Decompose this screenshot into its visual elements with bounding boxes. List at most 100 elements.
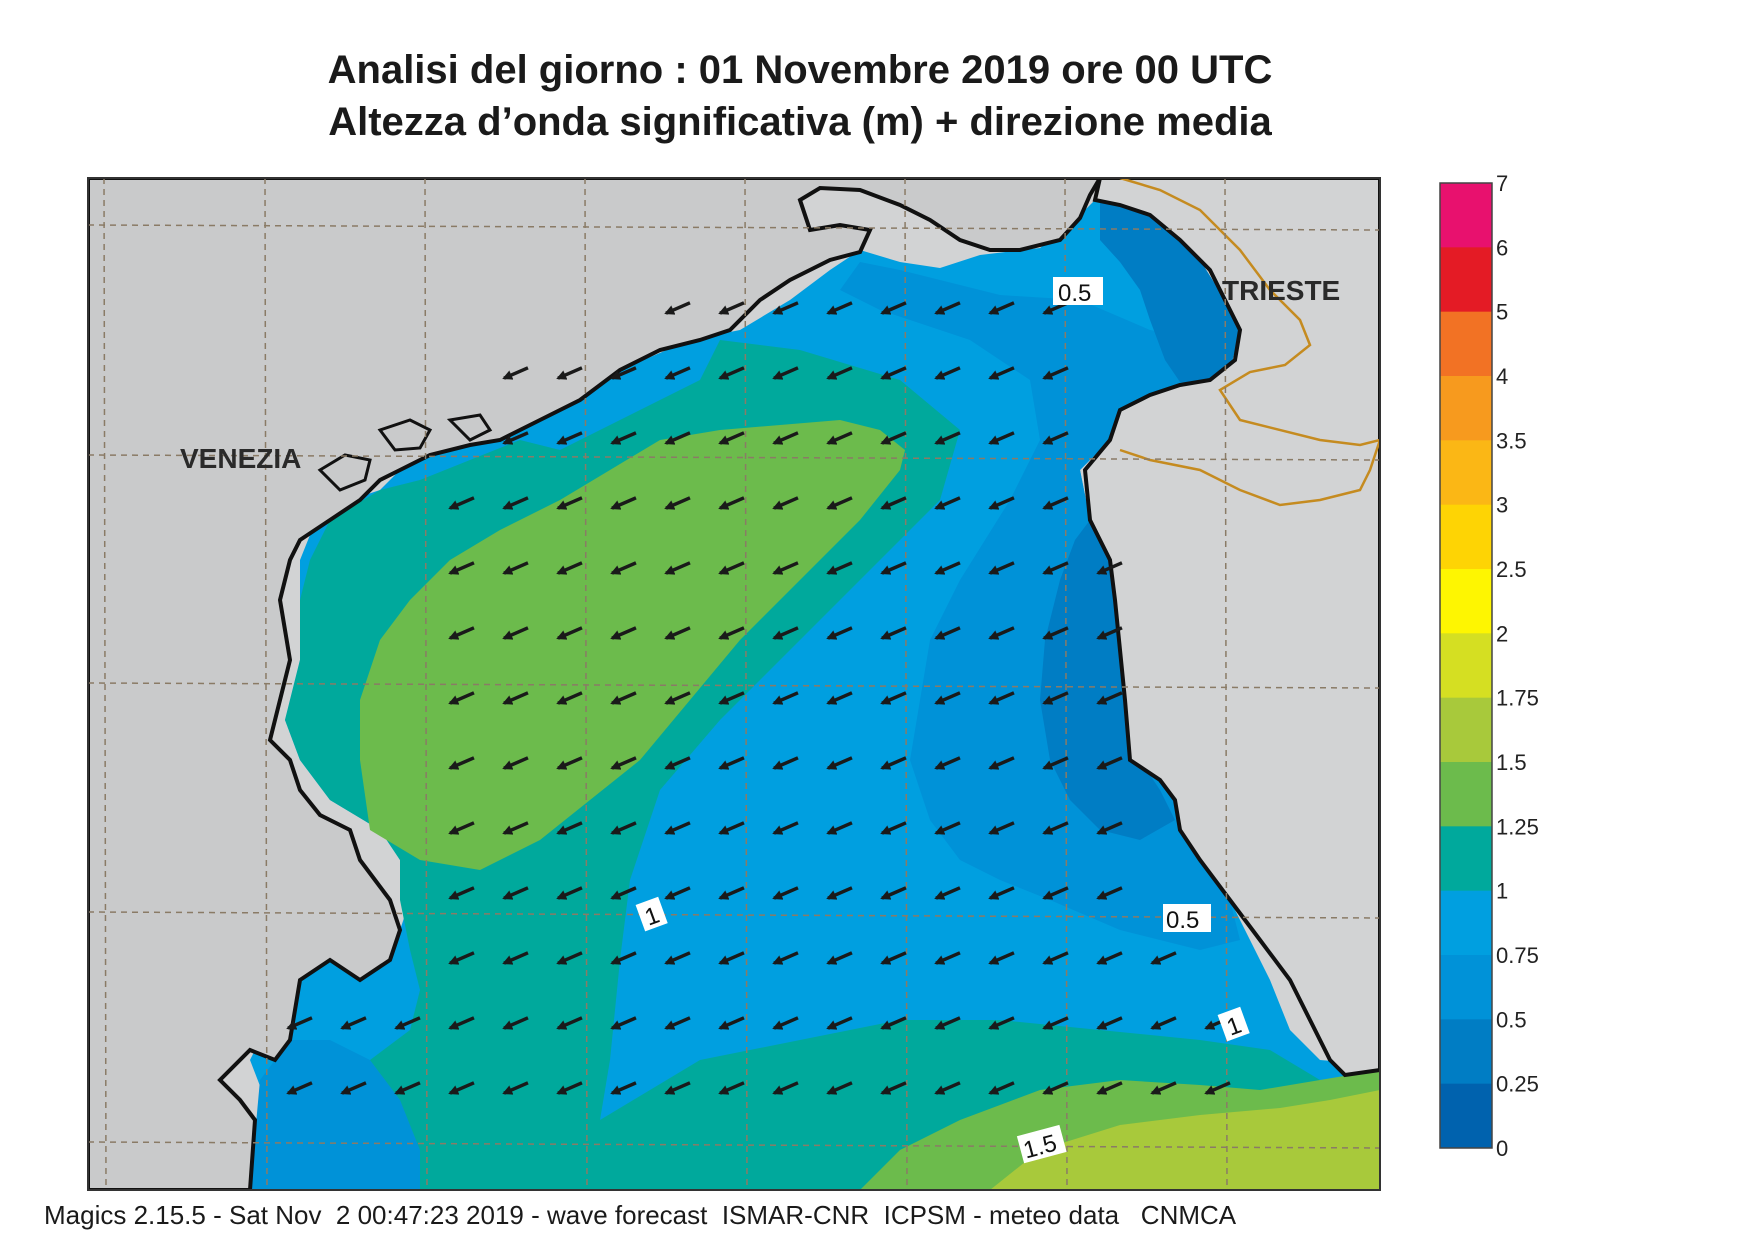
wave-arrow (340, 1016, 367, 1030)
wave-arrow (610, 366, 637, 380)
wave-arrow (772, 886, 799, 900)
wave-arrow (664, 366, 691, 380)
wave-arrow (988, 886, 1015, 900)
colorbar-tick-label: 2 (1496, 621, 1508, 646)
wave-arrow (448, 821, 475, 835)
wave-arrow (448, 756, 475, 770)
wave-arrow (934, 951, 961, 965)
contour-label-top: 0.5 (1053, 277, 1103, 307)
wave-arrow (718, 691, 745, 705)
wave-arrow (718, 301, 745, 315)
wave-arrow (826, 1081, 853, 1095)
wave-direction-arrows (286, 301, 1231, 1095)
wave-arrow (1096, 561, 1123, 575)
wave-arrow (988, 756, 1015, 770)
wave-arrow (988, 561, 1015, 575)
colorbar-border (1439, 182, 1493, 1149)
wave-arrow (664, 756, 691, 770)
wave-arrow (988, 496, 1015, 510)
wave-arrow (718, 1081, 745, 1095)
wave-arrow (394, 1081, 421, 1095)
wave-arrow (772, 496, 799, 510)
wave-arrow (1096, 1081, 1123, 1095)
wave-arrow (1042, 561, 1069, 575)
wave-arrow (556, 1016, 583, 1030)
wave-arrow (556, 756, 583, 770)
wave-arrow (826, 626, 853, 640)
contour-label-right-1: 1 (1217, 1006, 1250, 1041)
wave-arrow (502, 626, 529, 640)
wave-arrow (1042, 756, 1069, 770)
wave-arrow (448, 951, 475, 965)
wave-arrow (718, 756, 745, 770)
colorbar-swatch (1440, 1083, 1492, 1149)
wave-arrow (718, 431, 745, 445)
wave-arrow (988, 1081, 1015, 1095)
wave-arrow (556, 366, 583, 380)
wave-arrow (502, 886, 529, 900)
wave-arrow (394, 1016, 421, 1030)
wave-arrow (664, 821, 691, 835)
wave-arrow (1150, 1016, 1177, 1030)
wave-arrow (880, 496, 907, 510)
wave-arrow (1096, 756, 1123, 770)
map-frame (87, 177, 1381, 1191)
colorbar-tick-label: 0.75 (1496, 943, 1539, 968)
wave-arrow (880, 626, 907, 640)
wave-arrow (1042, 951, 1069, 965)
wave-arrow (826, 1016, 853, 1030)
wave-arrow (664, 431, 691, 445)
wave-arrow (826, 821, 853, 835)
wave-arrow (1096, 1016, 1123, 1030)
colorbar-tick-label: 7 (1496, 171, 1508, 196)
wave-arrow (988, 626, 1015, 640)
wave-arrow (448, 691, 475, 705)
wave-arrow (1042, 1081, 1069, 1095)
wave-arrow (772, 1016, 799, 1030)
wave-arrow (556, 951, 583, 965)
wave-arrow (502, 431, 529, 445)
wave-arrow (610, 561, 637, 575)
wave-arrow (610, 756, 637, 770)
wave-arrow (664, 886, 691, 900)
wave-arrow (880, 431, 907, 445)
colorbar-swatch (1440, 890, 1492, 956)
wave-arrow (772, 561, 799, 575)
wave-arrow (718, 561, 745, 575)
colorbar-tick-label: 3.5 (1496, 428, 1527, 453)
wave-arrow (556, 626, 583, 640)
wave-arrow (826, 431, 853, 445)
wave-arrow (664, 1081, 691, 1095)
colorbar-tick-label: 6 (1496, 235, 1508, 260)
wave-arrow (934, 821, 961, 835)
wave-arrow (556, 431, 583, 445)
wave-arrow (502, 951, 529, 965)
wave-arrow (772, 691, 799, 705)
wave-arrow (448, 886, 475, 900)
colorbar-swatch (1440, 697, 1492, 763)
wave-arrow (556, 561, 583, 575)
colorbar-swatch (1440, 826, 1492, 892)
wave-arrow (556, 691, 583, 705)
footer-credits: Magics 2.15.5 - Sat Nov 2 00:47:23 2019 … (44, 1200, 1237, 1230)
wave-arrow (1042, 626, 1069, 640)
wave-arrow (880, 366, 907, 380)
wave-arrow (718, 886, 745, 900)
wave-arrow (286, 1081, 313, 1095)
colorbar-tick-label: 1.5 (1496, 750, 1527, 775)
wave-arrow (448, 496, 475, 510)
wave-arrow (610, 626, 637, 640)
wave-arrow (934, 626, 961, 640)
wave-arrow (556, 496, 583, 510)
wave-arrow (1096, 821, 1123, 835)
wave-arrow (502, 366, 529, 380)
wave-arrow (1096, 951, 1123, 965)
label-venezia: VENEZIA (180, 443, 301, 474)
wave-arrow (934, 431, 961, 445)
wave-arrow (718, 951, 745, 965)
wave-arrow (826, 951, 853, 965)
wave-arrow (664, 496, 691, 510)
wave-arrow (934, 366, 961, 380)
wave-arrow (340, 1081, 367, 1095)
wave-arrow (664, 1016, 691, 1030)
